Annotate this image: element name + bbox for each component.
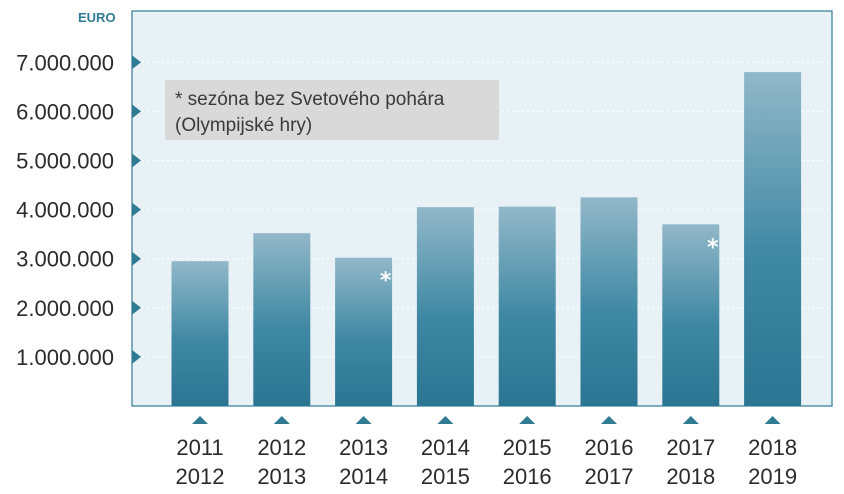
x-tick-label: 2017	[666, 435, 715, 460]
bar	[171, 261, 229, 406]
x-tick-marker	[437, 416, 454, 424]
bar	[662, 224, 720, 406]
bar	[335, 257, 393, 406]
x-tick-marker	[355, 416, 372, 424]
bar	[580, 197, 638, 406]
x-tick-label: 2013	[257, 464, 306, 489]
y-tick-label: 4.000.000	[16, 198, 114, 223]
y-tick-marker	[132, 300, 141, 315]
y-tick-marker	[132, 349, 141, 364]
x-tick-label: 2012	[257, 435, 306, 460]
note-background	[165, 80, 499, 140]
plot-area	[131, 10, 833, 407]
y-axis: 1.000.000 2.000.000 3.000.000 4.000.000 5.00…	[16, 50, 141, 370]
y-tick-marker	[132, 104, 141, 119]
y-tick-label: 6.000.000	[16, 99, 114, 124]
x-tick-label: 2015	[503, 435, 552, 460]
bar	[744, 72, 802, 407]
x-tick-label: 2014	[421, 435, 470, 460]
note-line-1: * sezóna bez Svetového pohára	[175, 89, 445, 110]
x-tick-label: 2017	[585, 464, 634, 489]
x-tick-label: 2014	[339, 464, 388, 489]
note-box: * sezóna bez Svetového pohára (Olympijsk…	[165, 80, 499, 140]
x-tick-label: 2016	[503, 464, 552, 489]
x-tick-label: 2013	[339, 435, 388, 460]
x-tick-label: 2016	[585, 435, 634, 460]
y-tick-marker	[132, 153, 141, 168]
y-tick-label: 3.000.000	[16, 247, 114, 272]
x-tick-label: 2018	[748, 435, 797, 460]
x-tick-label: 2015	[421, 464, 470, 489]
bar-star-marker: *	[380, 269, 392, 294]
y-tick-marker	[132, 202, 141, 217]
bar-star-marker: *	[707, 235, 719, 260]
y-tick-label: 7.000.000	[16, 50, 114, 75]
bar	[253, 233, 311, 406]
x-tick-marker	[273, 416, 290, 424]
x-tick-marker	[601, 416, 617, 424]
x-tick-marker	[192, 416, 208, 424]
x-axis: 2011 2012 2012 2013 2013 2014 2014 2015 2015 2016…	[176, 416, 797, 489]
x-tick-label: 2011	[176, 435, 223, 460]
y-tick-label: 2.000.000	[16, 296, 114, 321]
unit-label: EURO	[78, 10, 116, 25]
y-tick-label: 5.000.000	[16, 149, 114, 174]
note-line-2: (Olympijské hry)	[175, 115, 312, 136]
y-tick-label: 1.000.000	[16, 345, 114, 370]
y-tick-marker	[132, 251, 141, 266]
x-tick-label: 2018	[666, 464, 715, 489]
bar	[416, 207, 474, 406]
x-tick-marker	[519, 416, 536, 424]
bars: **	[171, 72, 802, 407]
y-tick-marker	[132, 55, 141, 70]
x-tick-label: 2019	[748, 464, 797, 489]
bar	[498, 206, 556, 406]
x-tick-label: 2012	[176, 464, 225, 489]
x-tick-marker	[764, 416, 781, 424]
x-tick-marker	[682, 416, 699, 424]
